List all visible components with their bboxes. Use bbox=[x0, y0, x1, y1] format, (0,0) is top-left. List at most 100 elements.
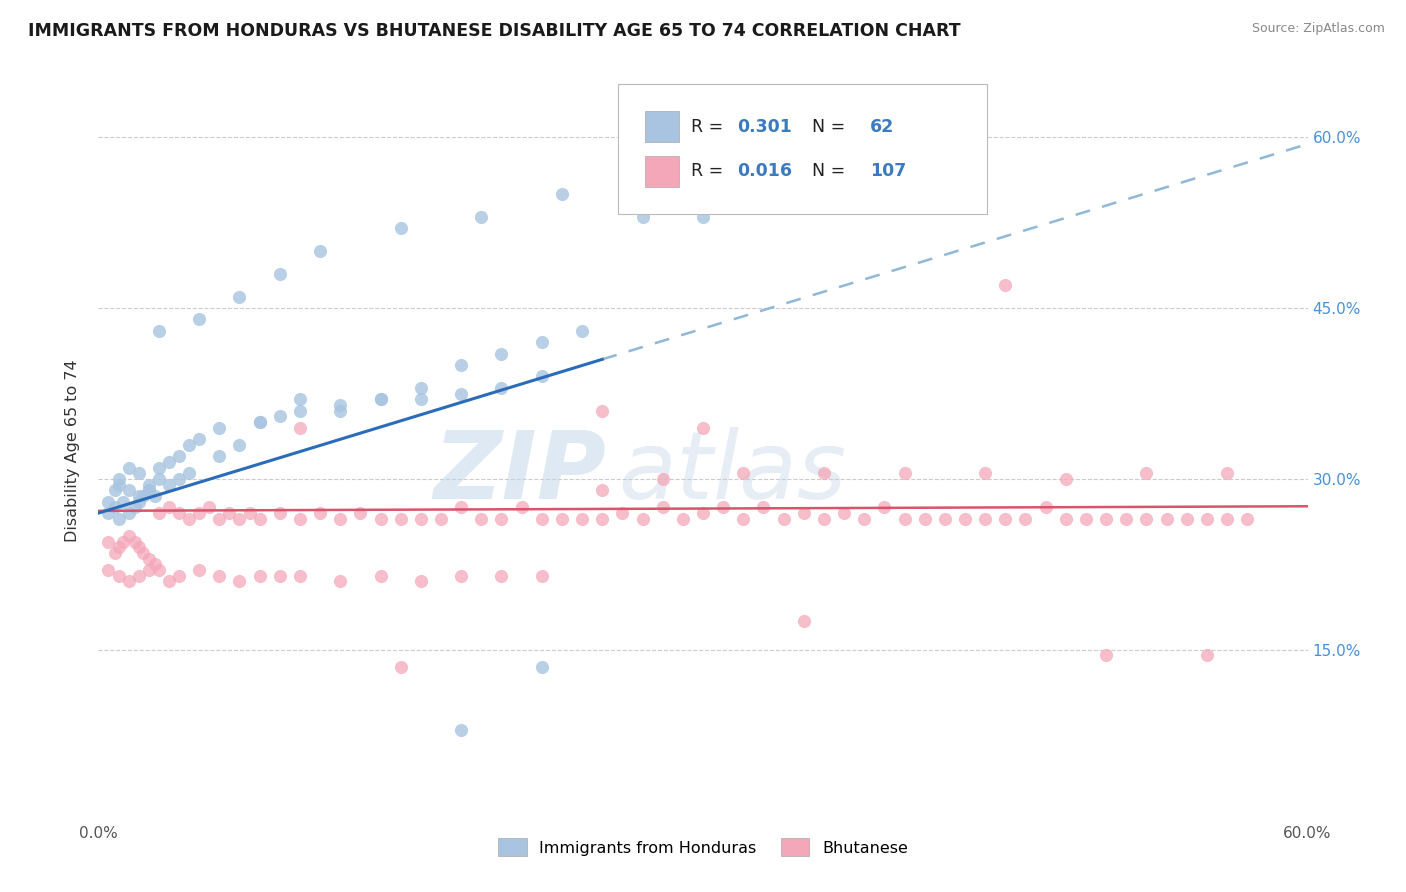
Point bbox=[288, 512, 311, 526]
Point bbox=[157, 477, 180, 491]
Point bbox=[793, 615, 815, 629]
Point bbox=[1216, 512, 1239, 526]
Point bbox=[530, 568, 553, 582]
Point bbox=[1135, 467, 1157, 481]
Point bbox=[772, 512, 794, 526]
Point bbox=[148, 324, 170, 338]
Point bbox=[692, 210, 714, 224]
Point bbox=[111, 494, 134, 508]
Point bbox=[370, 392, 392, 407]
Point bbox=[118, 460, 141, 475]
Point bbox=[111, 534, 134, 549]
Point bbox=[1074, 512, 1097, 526]
Text: R =: R = bbox=[690, 118, 728, 136]
Point bbox=[288, 403, 311, 417]
Point bbox=[1156, 512, 1178, 526]
Point bbox=[329, 398, 352, 412]
Point bbox=[651, 500, 673, 515]
Point bbox=[228, 574, 250, 589]
Point bbox=[409, 512, 432, 526]
Text: N =: N = bbox=[811, 162, 851, 180]
Point bbox=[107, 568, 129, 582]
FancyBboxPatch shape bbox=[619, 84, 987, 213]
Point bbox=[893, 467, 915, 481]
Point bbox=[853, 512, 876, 526]
Point bbox=[167, 568, 190, 582]
Legend: Immigrants from Honduras, Bhutanese: Immigrants from Honduras, Bhutanese bbox=[489, 830, 917, 864]
Point bbox=[793, 506, 815, 520]
Point bbox=[893, 512, 915, 526]
Point bbox=[148, 563, 170, 577]
Point bbox=[228, 290, 250, 304]
Point bbox=[107, 472, 129, 486]
Point bbox=[733, 512, 755, 526]
Point bbox=[157, 455, 180, 469]
Point bbox=[914, 512, 936, 526]
Point bbox=[813, 512, 835, 526]
Point bbox=[1014, 512, 1036, 526]
Point bbox=[118, 529, 141, 543]
Point bbox=[329, 512, 352, 526]
Point bbox=[107, 477, 129, 491]
Point bbox=[994, 278, 1017, 293]
Point bbox=[1175, 512, 1198, 526]
Text: ZIP: ZIP bbox=[433, 426, 606, 518]
Point bbox=[188, 432, 211, 446]
Point bbox=[450, 723, 472, 737]
Point bbox=[733, 467, 755, 481]
Point bbox=[873, 500, 896, 515]
Point bbox=[208, 512, 231, 526]
Point bbox=[813, 467, 835, 481]
Point bbox=[370, 392, 392, 407]
Point bbox=[631, 210, 654, 224]
Point bbox=[1115, 512, 1137, 526]
Point bbox=[450, 358, 472, 372]
Point bbox=[157, 500, 180, 515]
Point bbox=[188, 563, 211, 577]
Text: 0.016: 0.016 bbox=[737, 162, 792, 180]
Point bbox=[450, 568, 472, 582]
Point bbox=[188, 312, 211, 326]
Point bbox=[228, 438, 250, 452]
Point bbox=[409, 381, 432, 395]
Point bbox=[692, 506, 714, 520]
Point bbox=[530, 660, 553, 674]
FancyBboxPatch shape bbox=[645, 112, 679, 143]
Point bbox=[288, 392, 311, 407]
Point bbox=[148, 506, 170, 520]
Point bbox=[208, 568, 231, 582]
Point bbox=[309, 244, 332, 259]
Point bbox=[103, 483, 125, 498]
Point bbox=[143, 489, 166, 503]
Point bbox=[591, 403, 613, 417]
Point bbox=[1195, 648, 1218, 663]
Point bbox=[269, 506, 291, 520]
Point bbox=[138, 483, 160, 498]
Point bbox=[249, 512, 271, 526]
Point bbox=[288, 568, 311, 582]
Point bbox=[571, 324, 593, 338]
Point bbox=[1216, 467, 1239, 481]
Point bbox=[530, 512, 553, 526]
Point bbox=[491, 381, 513, 395]
Point bbox=[218, 506, 240, 520]
Point bbox=[167, 449, 190, 463]
Point bbox=[288, 420, 311, 434]
Point bbox=[1095, 512, 1118, 526]
Point bbox=[118, 506, 141, 520]
FancyBboxPatch shape bbox=[645, 156, 679, 187]
Point bbox=[389, 512, 412, 526]
Point bbox=[510, 500, 533, 515]
Point bbox=[103, 546, 125, 560]
Point bbox=[179, 438, 201, 452]
Point bbox=[692, 420, 714, 434]
Text: 0.301: 0.301 bbox=[737, 118, 792, 136]
Point bbox=[118, 483, 141, 498]
Point bbox=[752, 500, 775, 515]
Point bbox=[953, 512, 976, 526]
Point bbox=[551, 187, 574, 202]
Point bbox=[167, 506, 190, 520]
Point bbox=[124, 534, 146, 549]
Point bbox=[249, 568, 271, 582]
Point bbox=[1054, 472, 1077, 486]
